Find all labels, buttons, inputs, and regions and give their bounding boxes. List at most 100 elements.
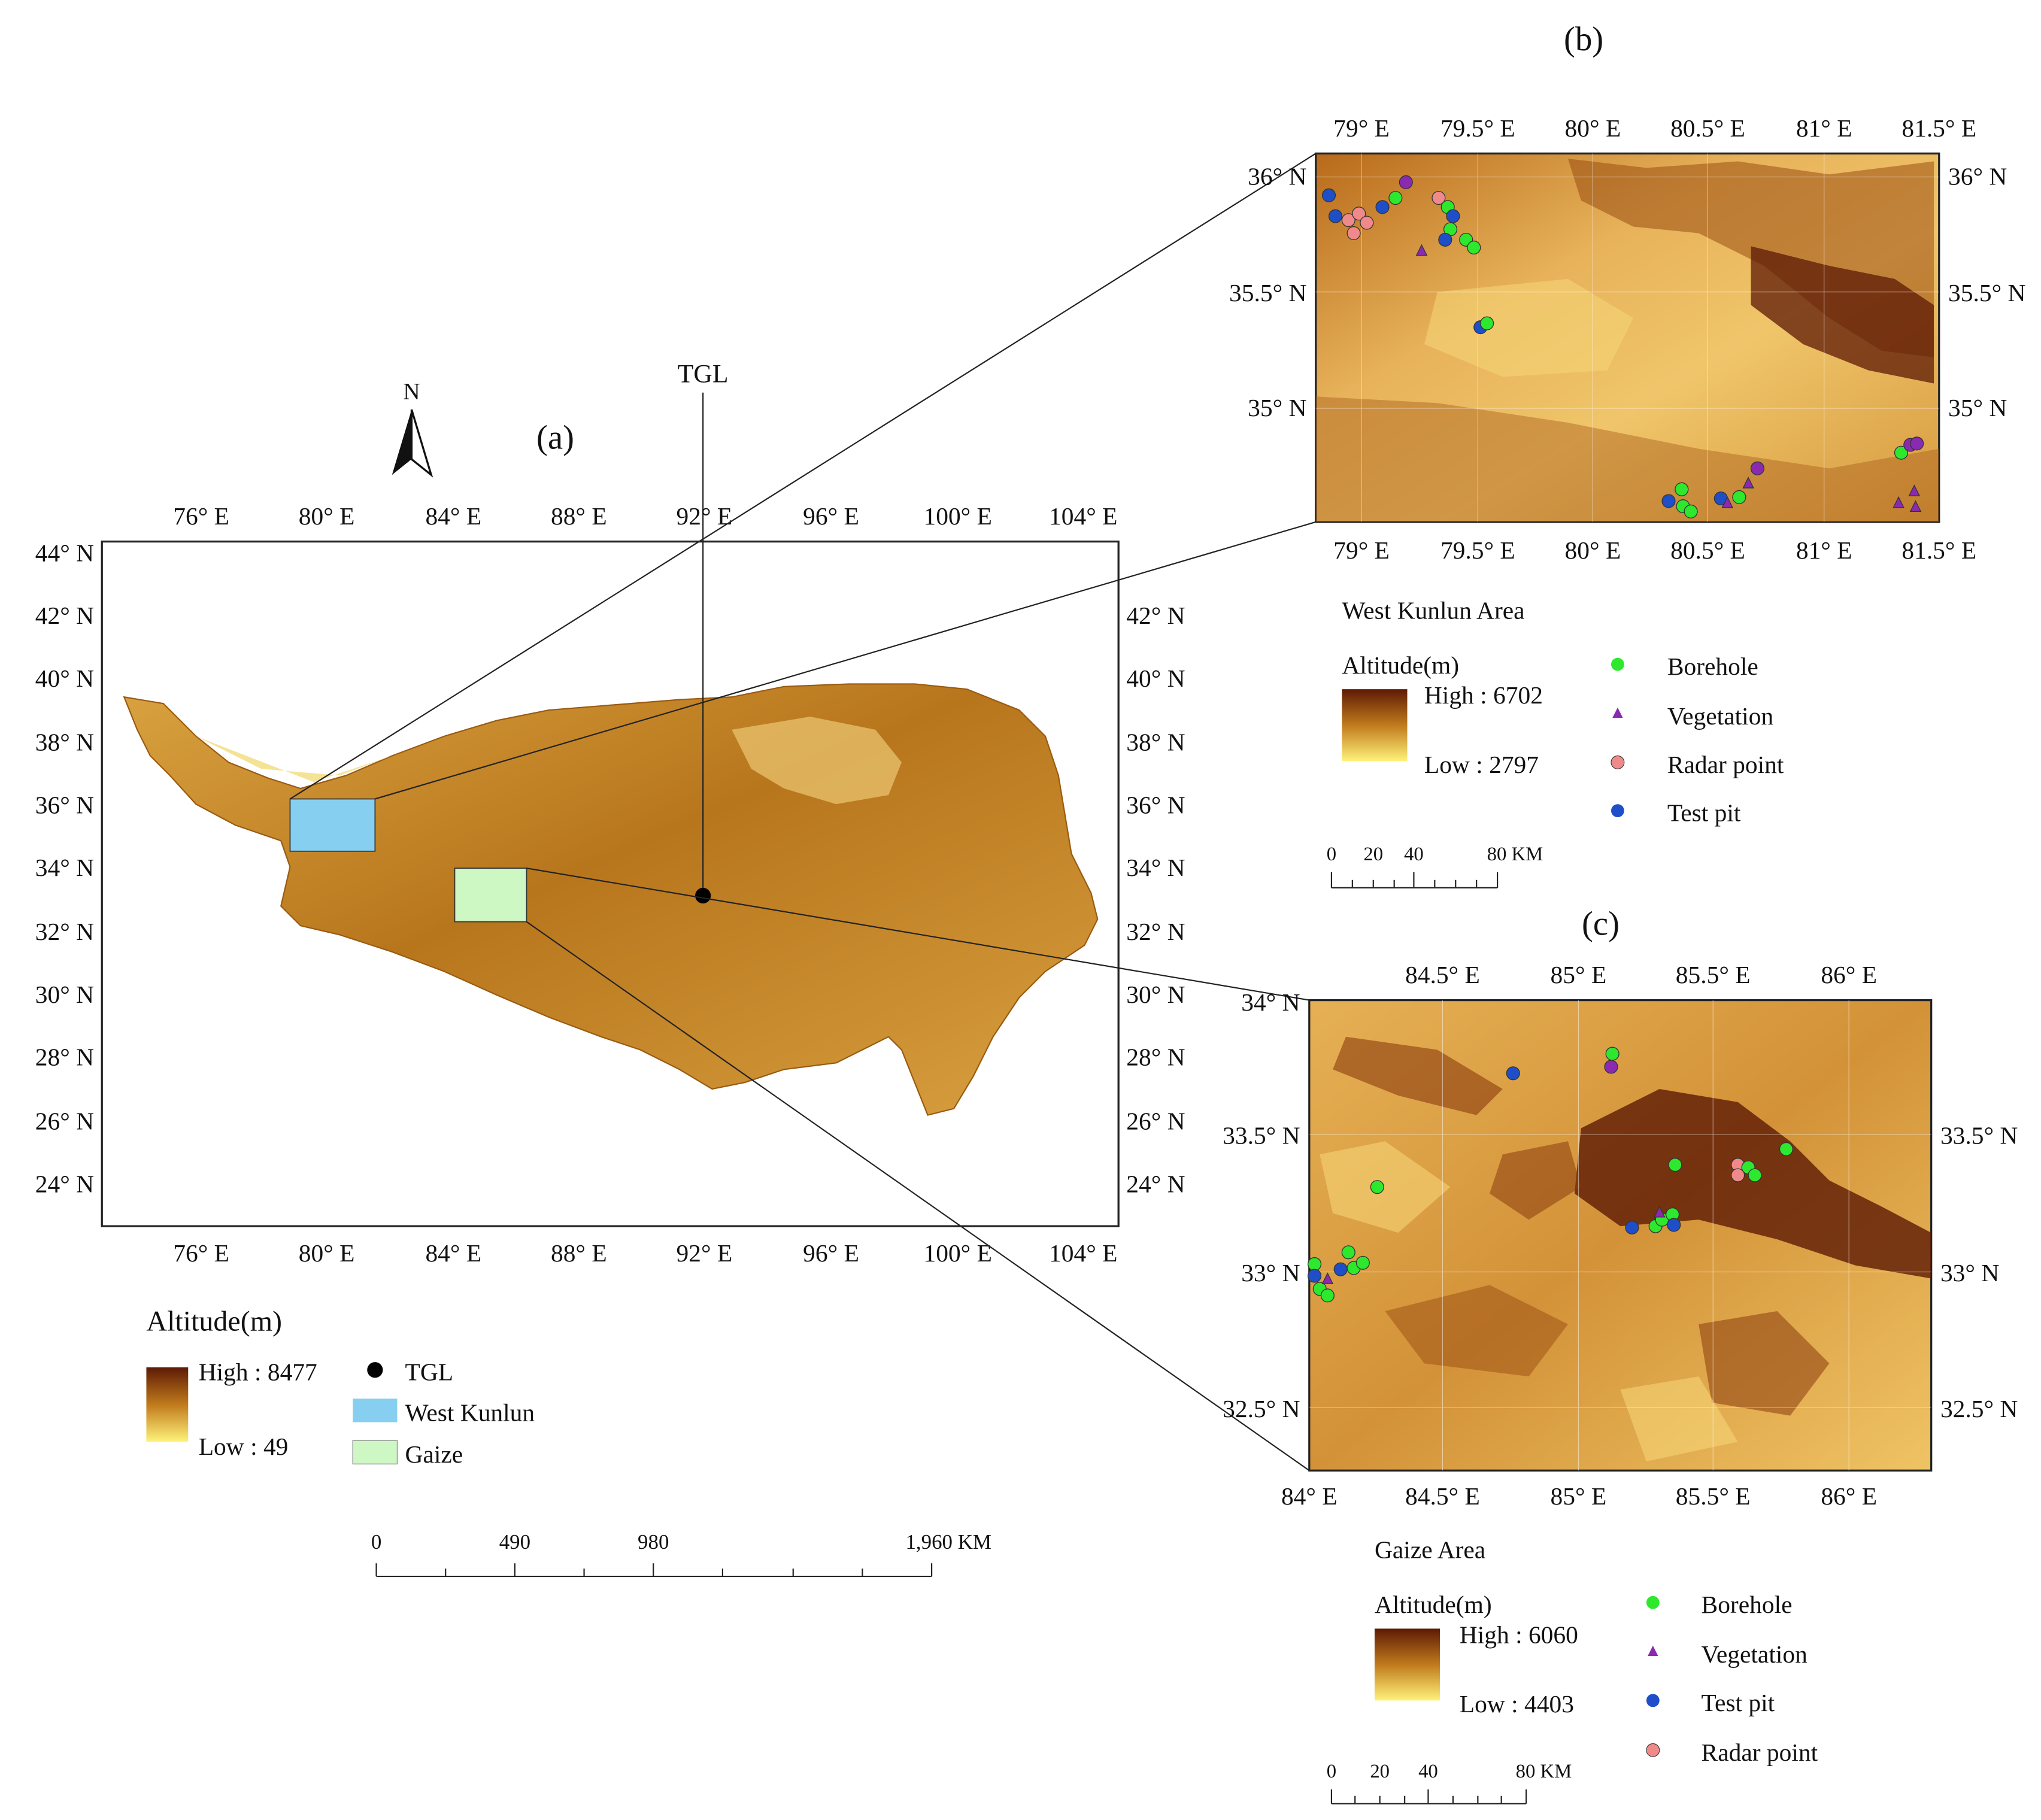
- high-ridge-shading: [1574, 1088, 1931, 1279]
- borehole-point: [1341, 1245, 1355, 1260]
- borehole-point: [1605, 1046, 1620, 1061]
- ridge-shading: [1699, 1311, 1830, 1416]
- vegetation-point: [1750, 461, 1764, 475]
- radar-point: [1352, 207, 1366, 221]
- panel-a-scale-labels: 0 490 980 1,960 KM: [371, 1530, 991, 1554]
- lon-label: 81° E: [1796, 536, 1852, 564]
- legend-title: Altitude(m): [1375, 1591, 1492, 1619]
- panel-a-label: (a): [536, 419, 574, 457]
- lat-label: 34° N: [1126, 854, 1185, 881]
- lat-label: 32.5° N: [1223, 1395, 1300, 1422]
- lon-label: 85° E: [1551, 1482, 1607, 1510]
- lon-label: 81° E: [1796, 114, 1852, 142]
- lat-label: 32° N: [1126, 918, 1185, 945]
- scale-tick: 980: [638, 1530, 669, 1554]
- scale-tick: 20: [1370, 1761, 1390, 1782]
- panel-b-points: [1321, 175, 1924, 518]
- lon-label: 92° E: [676, 502, 732, 530]
- test-pit-point: [1667, 1218, 1681, 1232]
- north-arrow-icon: N: [392, 379, 433, 478]
- lon-label: 88° E: [551, 1239, 607, 1267]
- legend-item: Radar point: [1702, 1739, 1818, 1766]
- altitude-colorbar: [1342, 689, 1408, 762]
- lon-label: 85.5° E: [1676, 961, 1751, 988]
- borehole-point: [1480, 316, 1494, 330]
- legend-low: Low : 4403: [1460, 1690, 1574, 1718]
- lon-label: 100° E: [924, 1239, 992, 1267]
- lat-label: 44° N: [35, 539, 94, 566]
- vegetation-point: [1604, 1060, 1618, 1074]
- lat-label: 38° N: [35, 729, 94, 756]
- panel-c-graticule: [1309, 1000, 1931, 1471]
- legend-high: High : 6060: [1460, 1621, 1578, 1648]
- test-pit-point: [1661, 494, 1676, 508]
- scale-tick: 0: [1327, 844, 1336, 865]
- panel-b: (b): [1229, 20, 2025, 888]
- radar-point-legend-icon: [1611, 755, 1625, 769]
- vegetation-point: [1742, 477, 1754, 489]
- legend-low: Low : 49: [199, 1433, 289, 1460]
- panel-c-label: (c): [1582, 905, 1620, 942]
- test-pit-point: [1328, 209, 1343, 223]
- panel-a: (a) N TGL 76° E 80° E 84° E 88° E 92° E …: [35, 359, 1185, 1578]
- panel-b-scale-labels: 0 20 40 80 KM: [1327, 844, 1543, 865]
- lon-label: 88° E: [551, 502, 607, 530]
- legend-title: Altitude(m): [146, 1306, 282, 1337]
- legend-title: Altitude(m): [1342, 651, 1459, 680]
- lat-label: 33° N: [1241, 1259, 1300, 1287]
- lon-label: 76° E: [173, 1239, 229, 1267]
- lat-label: 42° N: [35, 602, 94, 629]
- scale-tick: 0: [1327, 1761, 1336, 1782]
- lon-label: 100° E: [924, 502, 992, 530]
- legend-item: Borehole: [1702, 1591, 1793, 1618]
- radar-point: [1341, 213, 1355, 228]
- lon-label: 92° E: [676, 1239, 732, 1267]
- basin-light: [1424, 278, 1634, 377]
- gaize-legend-swatch: [352, 1440, 398, 1465]
- scale-tick: 1,960 KM: [905, 1530, 991, 1554]
- valley-light: [1620, 1376, 1738, 1461]
- west-kunlun-region: [289, 798, 376, 852]
- tarim-edge-patch: [196, 736, 392, 782]
- lat-label: 33° N: [1940, 1259, 1999, 1287]
- lat-label: 34° N: [35, 854, 94, 881]
- borehole-point: [1467, 240, 1481, 255]
- north-label: N: [403, 379, 420, 405]
- borehole-point: [1894, 445, 1909, 460]
- lat-label: 30° N: [35, 981, 94, 1008]
- lon-label: 81.5° E: [1902, 114, 1976, 142]
- panel-b-label: (b): [1564, 20, 1603, 58]
- tgl-legend-icon: [367, 1362, 383, 1378]
- test-pit-legend-icon: [1646, 1694, 1660, 1707]
- vegetation-point: [1321, 1272, 1334, 1284]
- scale-tick: 490: [499, 1530, 530, 1554]
- lat-label: 40° N: [1126, 665, 1185, 692]
- lat-label: 28° N: [1126, 1044, 1185, 1071]
- scale-tick: 80 KM: [1487, 844, 1543, 865]
- lat-label: 42° N: [1126, 602, 1185, 629]
- lat-label: 35° N: [1948, 394, 2007, 421]
- test-pit-point: [1375, 200, 1390, 214]
- legend-item: Test pit: [1667, 799, 1741, 827]
- lon-label: 80° E: [1565, 114, 1621, 142]
- panel-b-lat-labels: 36° N 35.5° N 35° N 36° N 35.5° N 35° N: [1229, 163, 2025, 421]
- vegetation-point: [1721, 496, 1733, 508]
- panel-c-lat-labels: 34° N 33.5° N 33° N 32.5° N 33.5° N 33° …: [1223, 988, 2018, 1422]
- legend-item: Vegetation: [1702, 1640, 1808, 1668]
- radar-point: [1432, 190, 1446, 205]
- panel-c-scale-labels: 0 20 40 80 KM: [1327, 1761, 1572, 1782]
- legend-item: Radar point: [1667, 751, 1784, 778]
- lon-label: 80° E: [1565, 536, 1621, 564]
- lat-label: 36° N: [1248, 163, 1306, 190]
- scale-tick: 40: [1404, 844, 1424, 865]
- panel-c-lon-labels: 84.5° E 85° E 85.5° E 86° E 84° E 84.5° …: [1281, 961, 1877, 1510]
- lon-label: 84° E: [425, 502, 481, 530]
- lat-label: 36° N: [35, 791, 94, 818]
- vegetation-point: [1415, 244, 1428, 256]
- radar-point: [1346, 226, 1361, 241]
- panel-a-lat-labels-right: 42° N 40° N 38° N 36° N 34° N 32° N 30° …: [1126, 602, 1185, 1197]
- legend-low: Low : 2797: [1424, 751, 1539, 778]
- panel-a-lat-labels-left: 44° N 42° N 40° N 38° N 36° N 34° N 32° …: [35, 539, 94, 1197]
- legend-item-gaize: Gaize: [405, 1440, 463, 1468]
